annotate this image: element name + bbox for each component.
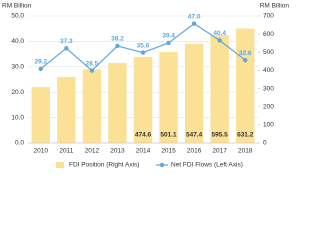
bar-value-label: 501.1: [160, 132, 177, 139]
bar: [133, 56, 153, 144]
line-marker: [166, 40, 171, 46]
bar: [184, 43, 204, 143]
bar-value-label: 547.4: [186, 132, 203, 139]
y2-tick-label: 700: [263, 13, 274, 20]
x-tick-label: 2011: [59, 148, 73, 155]
legend-label: FDI Position (Right Axis): [69, 162, 139, 169]
line-marker: [217, 38, 222, 43]
bar: [57, 76, 76, 143]
line-marker: [140, 50, 146, 55]
y-tick-label: 10.0: [11, 114, 24, 121]
y-tick-label: 40.0: [11, 38, 24, 45]
y2-tick-label: 600: [263, 31, 274, 38]
line-value-label: 47.0: [188, 13, 201, 20]
y2-tick-label: 100: [263, 122, 274, 129]
line-value-label: 28.5: [86, 60, 99, 67]
bar: [210, 34, 229, 143]
line-marker: [243, 57, 248, 63]
y2-tick-label: 400: [263, 67, 274, 74]
bar: [108, 62, 127, 143]
bar-value-label: 474.6: [135, 132, 152, 139]
y2-tick-label: 200: [263, 103, 274, 110]
line-value-label: 32.6: [239, 50, 252, 57]
line-value-label: 37.3: [60, 38, 73, 45]
bar: [31, 87, 50, 143]
bar-value-label: 631.2: [237, 132, 254, 139]
line-value-label: 40.4: [213, 30, 226, 37]
y2-tick-label: 500: [263, 49, 274, 56]
x-tick-label: 2014: [136, 148, 151, 155]
bar: [236, 28, 255, 144]
y-tick-label: 30.0: [11, 64, 24, 71]
y-tick-label: 0.0: [15, 140, 24, 147]
x-tick-label: 2013: [110, 148, 125, 155]
y-axis-title: RM Billion: [2, 3, 32, 10]
legend-label: Net FDI Flows (Left Axis): [171, 162, 243, 169]
y2-tick-label: 300: [263, 85, 274, 92]
x-tick-label: 2010: [34, 148, 49, 155]
legend-swatch: [159, 162, 165, 168]
line-marker: [89, 68, 95, 73]
y2-axis-title: RM Billion: [260, 3, 290, 10]
line-value-label: 38.2: [111, 36, 124, 43]
legend-swatch: [56, 162, 64, 168]
x-tick-label: 2018: [238, 148, 253, 155]
x-tick-label: 2015: [161, 148, 176, 155]
y-tick-label: 50.0: [11, 13, 24, 20]
y2-tick-label: 0: [263, 140, 267, 147]
line-marker: [38, 66, 43, 72]
x-tick-label: 2016: [187, 148, 202, 155]
line-value-label: 35.6: [137, 42, 150, 49]
bar: [159, 52, 178, 143]
line-marker: [115, 43, 120, 49]
line-marker: [64, 46, 69, 51]
x-tick-label: 2012: [85, 148, 100, 155]
bar: [82, 69, 102, 143]
y-tick-label: 20.0: [11, 89, 24, 96]
bar-value-label: 595.5: [212, 132, 229, 139]
x-tick-label: 2017: [212, 148, 227, 155]
line-value-label: 39.4: [162, 33, 175, 40]
line-value-label: 29.2: [34, 59, 47, 66]
chart: RM Billion RM Billion 0.0 10.0 20.0 30.0 40.…: [2, 3, 290, 169]
line-marker: [191, 21, 197, 26]
